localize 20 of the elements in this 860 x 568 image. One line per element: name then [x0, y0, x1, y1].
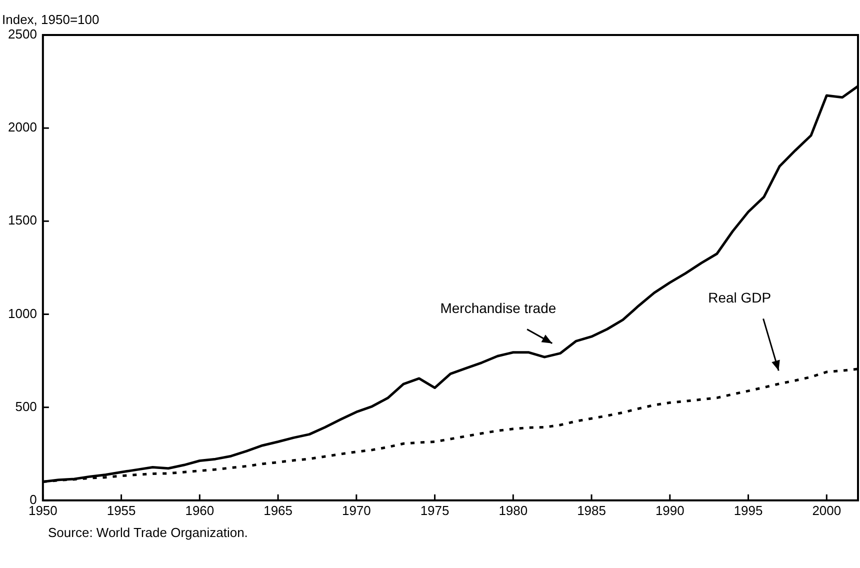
source-note: Source: World Trade Organization. [48, 525, 248, 540]
x-tick-label: 2000 [812, 502, 842, 518]
x-tick-label: 1970 [342, 502, 371, 518]
x-tick-label: 1960 [185, 502, 214, 518]
y-tick-label: 2000 [8, 120, 37, 135]
text: Merchandise trade [440, 300, 556, 316]
y-tick-label: 500 [15, 398, 37, 414]
x-tick-label: 1995 [734, 502, 763, 518]
x-tick-label: 1985 [577, 502, 606, 518]
x-tick-label: 1975 [420, 502, 450, 518]
y-tick-label: 1500 [8, 212, 37, 228]
x-tick-label: 1965 [264, 502, 292, 518]
x-tick-label: 1990 [655, 502, 684, 518]
y-tick-label: 2500 [8, 26, 37, 42]
y-axis-title: Index, 1950=100 [2, 12, 100, 27]
y-tick-label: 1000 [8, 306, 37, 321]
x-tick-label: 1955 [106, 502, 136, 518]
x-tick-label: 1980 [498, 502, 528, 518]
y-tick-label: 0 [30, 492, 37, 507]
text: Real GDP [708, 290, 772, 306]
